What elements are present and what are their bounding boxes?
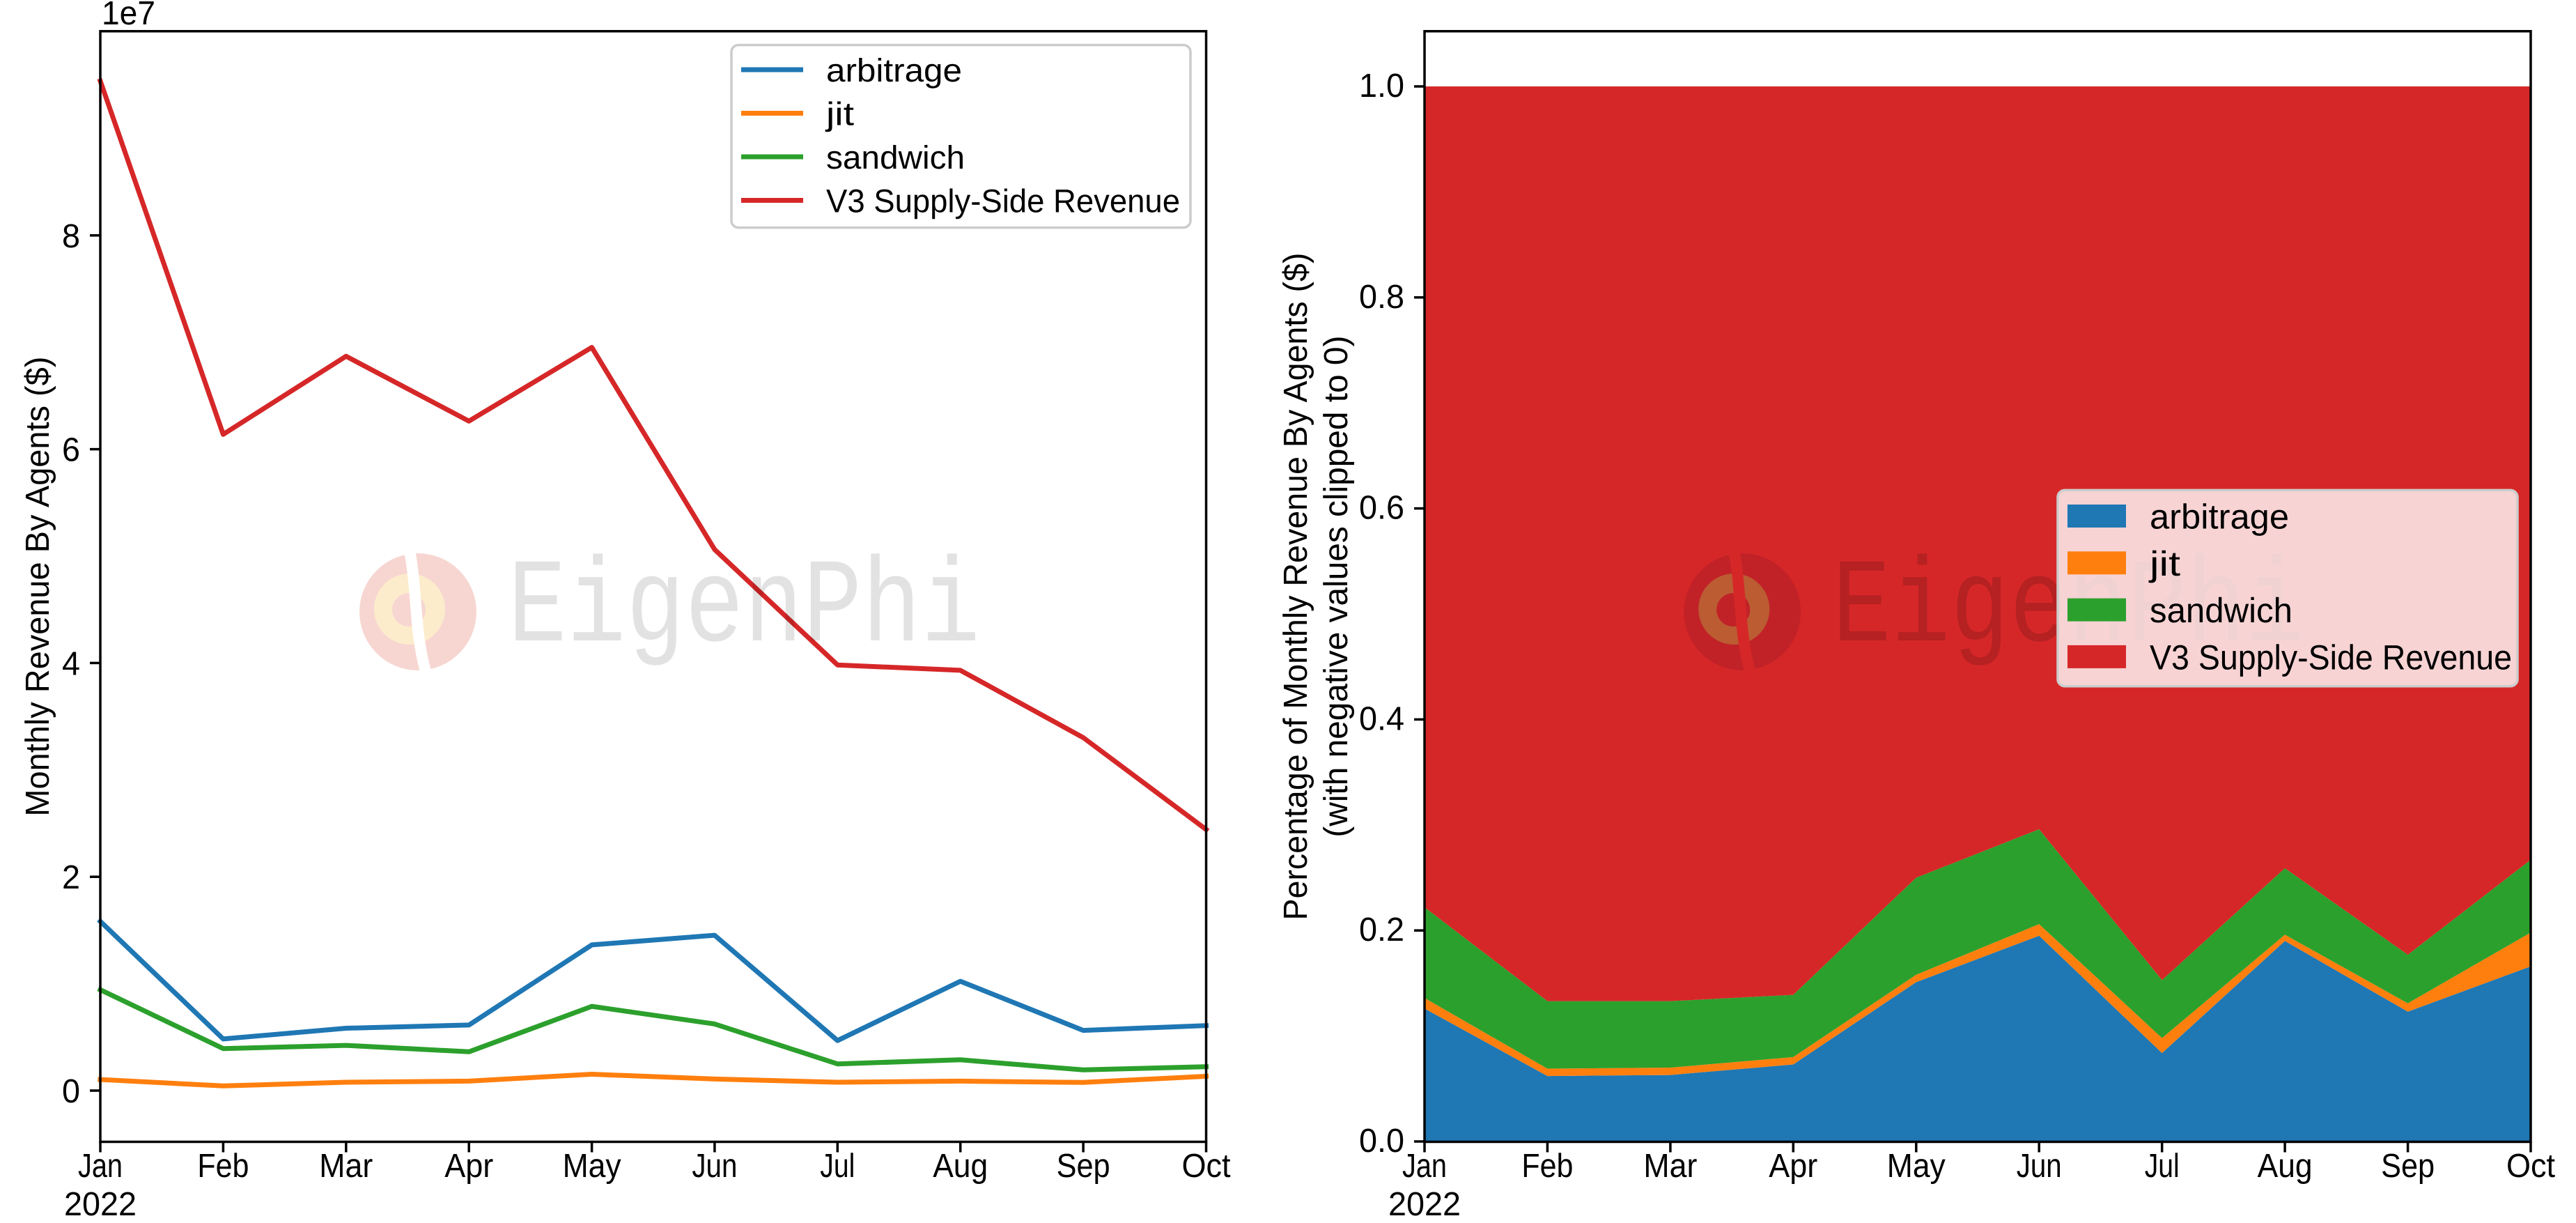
svg-text:0.8: 0.8 xyxy=(1359,279,1404,316)
svg-text:Aug: Aug xyxy=(933,1148,988,1185)
svg-text:1.0: 1.0 xyxy=(1359,68,1404,105)
svg-text:Monthly Revenue By Agents ($): Monthly Revenue By Agents ($) xyxy=(20,357,56,817)
svg-text:May: May xyxy=(1887,1148,1946,1185)
svg-text:Jan: Jan xyxy=(1402,1148,1447,1185)
svg-text:Percentage of Monthly Revenue: Percentage of Monthly Revenue By Agents … xyxy=(1278,253,1314,921)
svg-text:2022: 2022 xyxy=(64,1186,137,1220)
svg-text:0.2: 0.2 xyxy=(1359,912,1404,948)
svg-text:Oct: Oct xyxy=(1182,1148,1231,1185)
svg-text:Apr: Apr xyxy=(1769,1148,1817,1185)
svg-text:6: 6 xyxy=(62,432,80,469)
svg-text:arbitrage: arbitrage xyxy=(826,52,962,89)
svg-text:jit: jit xyxy=(2148,544,2181,583)
svg-text:EigenPhi: EigenPhi xyxy=(508,541,980,677)
svg-text:Mar: Mar xyxy=(1643,1148,1697,1185)
svg-text:0: 0 xyxy=(62,1073,80,1110)
svg-text:0.4: 0.4 xyxy=(1359,700,1404,737)
svg-text:Mar: Mar xyxy=(319,1148,373,1185)
svg-text:sandwich: sandwich xyxy=(2150,591,2292,630)
svg-text:Feb: Feb xyxy=(1521,1148,1573,1185)
svg-text:May: May xyxy=(563,1148,621,1185)
svg-text:Jan: Jan xyxy=(78,1148,123,1185)
svg-text:Oct: Oct xyxy=(2506,1148,2555,1185)
svg-text:V3 Supply-Side Revenue: V3 Supply-Side Revenue xyxy=(2150,638,2512,677)
svg-text:(with negative values clipped: (with negative values clipped to 0) xyxy=(1318,336,1355,838)
svg-text:0.6: 0.6 xyxy=(1359,490,1404,527)
svg-text:V3 Supply-Side Revenue: V3 Supply-Side Revenue xyxy=(826,183,1180,220)
svg-text:Jun: Jun xyxy=(2017,1148,2062,1185)
svg-text:Sep: Sep xyxy=(1057,1148,1110,1185)
svg-text:arbitrage: arbitrage xyxy=(2150,498,2289,537)
svg-text:Apr: Apr xyxy=(444,1148,493,1185)
svg-text:1e7: 1e7 xyxy=(102,0,155,32)
svg-text:sandwich: sandwich xyxy=(826,139,965,176)
svg-text:Aug: Aug xyxy=(2258,1148,2313,1185)
svg-text:2: 2 xyxy=(62,859,80,896)
svg-text:4: 4 xyxy=(62,645,80,682)
svg-text:Jun: Jun xyxy=(692,1148,737,1185)
svg-text:Sep: Sep xyxy=(2381,1148,2435,1185)
svg-text:0.0: 0.0 xyxy=(1359,1123,1404,1160)
svg-text:jit: jit xyxy=(825,95,854,132)
svg-text:Jul: Jul xyxy=(820,1148,855,1185)
svg-text:Feb: Feb xyxy=(197,1148,249,1185)
svg-text:8: 8 xyxy=(62,218,80,255)
svg-text:Jul: Jul xyxy=(2145,1148,2180,1185)
svg-text:2022: 2022 xyxy=(1388,1186,1461,1220)
